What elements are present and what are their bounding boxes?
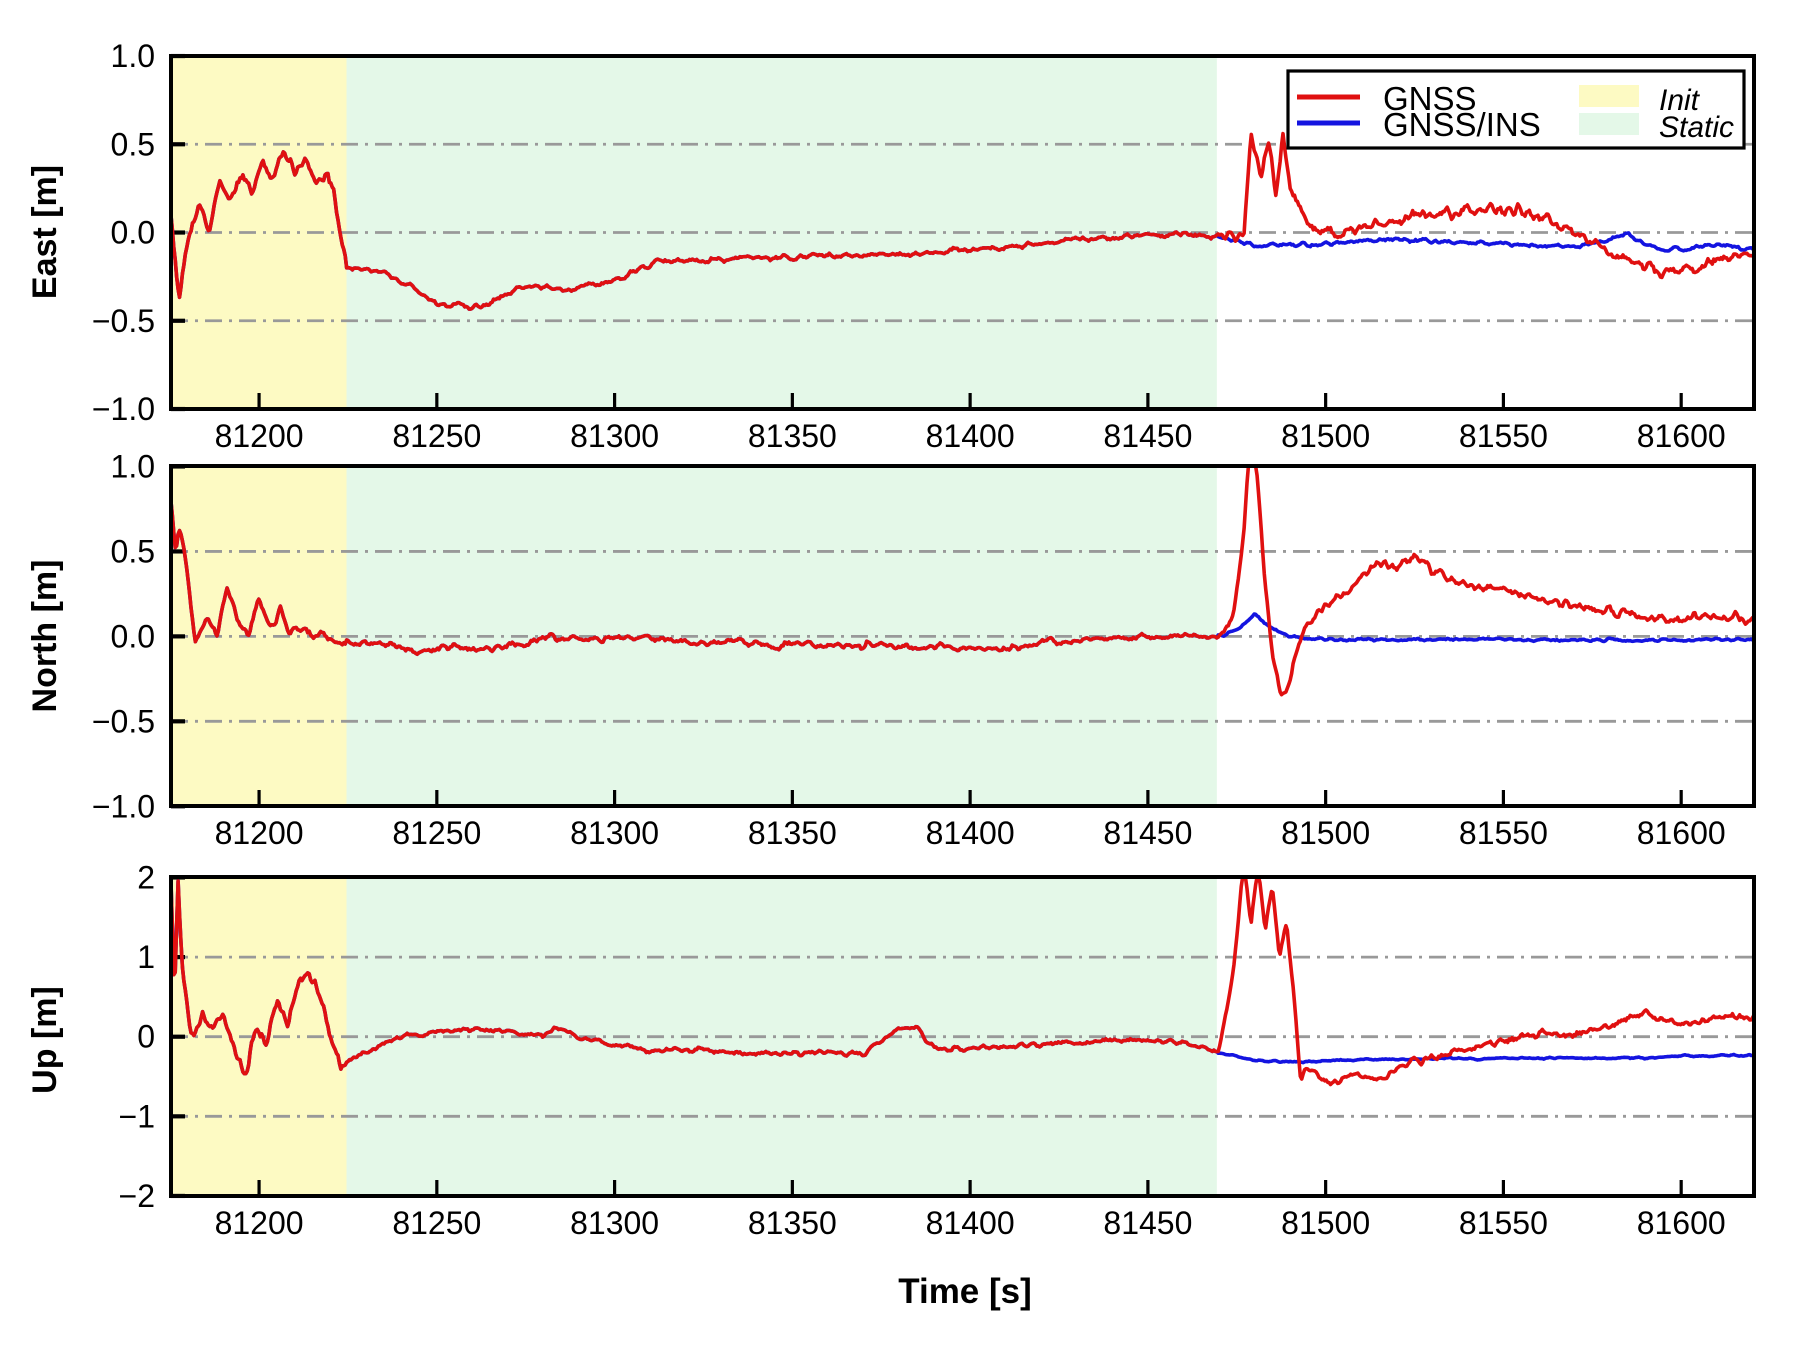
svg-text:East [m]: East [m]	[26, 165, 64, 299]
svg-text:1.0: 1.0	[111, 448, 155, 484]
svg-text:0.5: 0.5	[111, 533, 155, 569]
svg-text:81450: 81450	[1103, 815, 1192, 851]
svg-text:GNSS/INS: GNSS/INS	[1383, 106, 1541, 143]
svg-text:81250: 81250	[392, 1205, 481, 1241]
svg-text:81350: 81350	[748, 815, 837, 851]
svg-text:81250: 81250	[392, 815, 481, 851]
svg-text:Up [m]: Up [m]	[26, 986, 64, 1094]
svg-text:1: 1	[137, 939, 155, 975]
svg-text:81450: 81450	[1103, 418, 1192, 454]
svg-text:North [m]: North [m]	[26, 560, 64, 713]
svg-text:1.0: 1.0	[111, 38, 155, 74]
svg-text:81400: 81400	[926, 1205, 1015, 1241]
svg-text:81200: 81200	[215, 418, 304, 454]
svg-text:81200: 81200	[215, 815, 304, 851]
svg-text:0.0: 0.0	[111, 215, 155, 251]
svg-text:−2: −2	[119, 1178, 155, 1214]
svg-text:−1.0: −1.0	[92, 788, 155, 824]
svg-text:−1: −1	[119, 1098, 155, 1134]
svg-text:81550: 81550	[1459, 418, 1548, 454]
svg-text:0.0: 0.0	[111, 618, 155, 654]
svg-text:81400: 81400	[926, 418, 1015, 454]
svg-text:−0.5: −0.5	[92, 703, 155, 739]
svg-text:81300: 81300	[570, 418, 659, 454]
svg-text:81250: 81250	[392, 418, 481, 454]
svg-text:81550: 81550	[1459, 1205, 1548, 1241]
svg-text:81350: 81350	[748, 418, 837, 454]
svg-text:0.5: 0.5	[111, 126, 155, 162]
svg-text:Static: Static	[1659, 111, 1734, 144]
svg-text:81550: 81550	[1459, 815, 1548, 851]
svg-text:81400: 81400	[926, 815, 1015, 851]
svg-text:81600: 81600	[1637, 1205, 1726, 1241]
svg-text:2: 2	[137, 859, 155, 895]
svg-text:81200: 81200	[215, 1205, 304, 1241]
svg-text:81350: 81350	[748, 1205, 837, 1241]
svg-text:81300: 81300	[570, 815, 659, 851]
svg-text:−1.0: −1.0	[92, 391, 155, 427]
svg-text:81300: 81300	[570, 1205, 659, 1241]
svg-text:0: 0	[137, 1019, 155, 1055]
svg-text:81600: 81600	[1637, 418, 1726, 454]
svg-text:81600: 81600	[1637, 815, 1726, 851]
svg-text:81450: 81450	[1103, 1205, 1192, 1241]
svg-text:Time [s]: Time [s]	[898, 1272, 1032, 1311]
svg-text:81500: 81500	[1281, 815, 1370, 851]
svg-text:81500: 81500	[1281, 1205, 1370, 1241]
svg-text:81500: 81500	[1281, 418, 1370, 454]
svg-text:−0.5: −0.5	[92, 303, 155, 339]
